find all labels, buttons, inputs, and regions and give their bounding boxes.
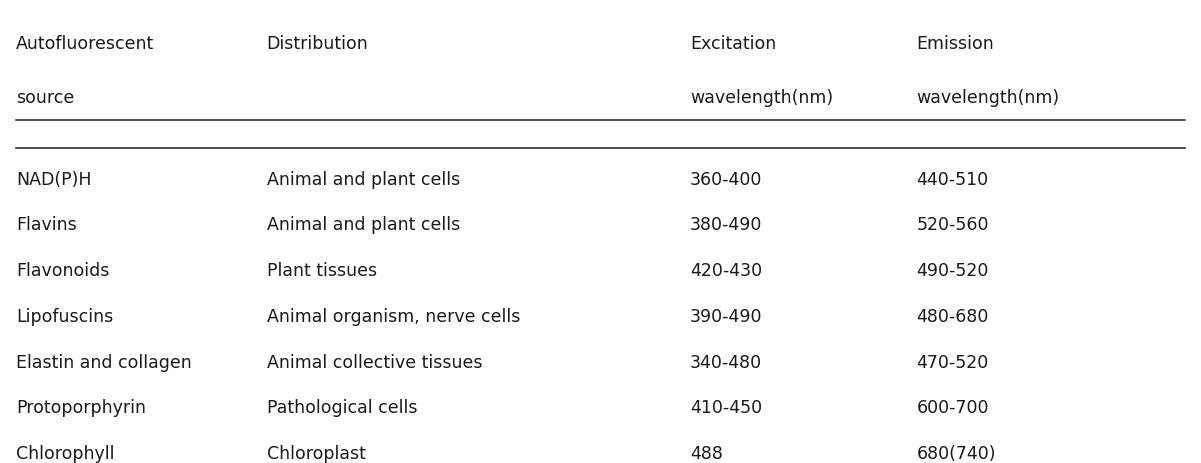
Text: 488: 488 — [689, 445, 723, 463]
Text: 490-520: 490-520 — [916, 262, 988, 280]
Text: 470-520: 470-520 — [916, 354, 988, 372]
Text: Pathological cells: Pathological cells — [267, 400, 417, 417]
Text: 390-490: 390-490 — [689, 308, 763, 326]
Text: Protoporphyrin: Protoporphyrin — [16, 400, 147, 417]
Text: 360-400: 360-400 — [689, 171, 763, 189]
Text: Elastin and collagen: Elastin and collagen — [16, 354, 192, 372]
Text: Emission: Emission — [916, 35, 994, 53]
Text: Lipofuscins: Lipofuscins — [16, 308, 113, 326]
Text: 340-480: 340-480 — [689, 354, 763, 372]
Text: Chlorophyll: Chlorophyll — [16, 445, 114, 463]
Text: 410-450: 410-450 — [689, 400, 763, 417]
Text: Excitation: Excitation — [689, 35, 776, 53]
Text: Flavins: Flavins — [16, 217, 77, 234]
Text: 380-490: 380-490 — [689, 217, 763, 234]
Text: 440-510: 440-510 — [916, 171, 988, 189]
Text: source: source — [16, 89, 74, 107]
Text: Animal and plant cells: Animal and plant cells — [267, 171, 460, 189]
Text: 480-680: 480-680 — [916, 308, 988, 326]
Text: Animal organism, nerve cells: Animal organism, nerve cells — [267, 308, 520, 326]
Text: Animal and plant cells: Animal and plant cells — [267, 217, 460, 234]
Text: Chloroplast: Chloroplast — [267, 445, 365, 463]
Text: NAD(P)H: NAD(P)H — [16, 171, 91, 189]
Text: wavelength(nm): wavelength(nm) — [916, 89, 1059, 107]
Text: 680(740): 680(740) — [916, 445, 996, 463]
Text: 420-430: 420-430 — [689, 262, 763, 280]
Text: Autofluorescent: Autofluorescent — [16, 35, 155, 53]
Text: Plant tissues: Plant tissues — [267, 262, 377, 280]
Text: 520-560: 520-560 — [916, 217, 990, 234]
Text: 600-700: 600-700 — [916, 400, 990, 417]
Text: Animal collective tissues: Animal collective tissues — [267, 354, 482, 372]
Text: Flavonoids: Flavonoids — [16, 262, 109, 280]
Text: wavelength(nm): wavelength(nm) — [689, 89, 833, 107]
Text: Distribution: Distribution — [267, 35, 369, 53]
